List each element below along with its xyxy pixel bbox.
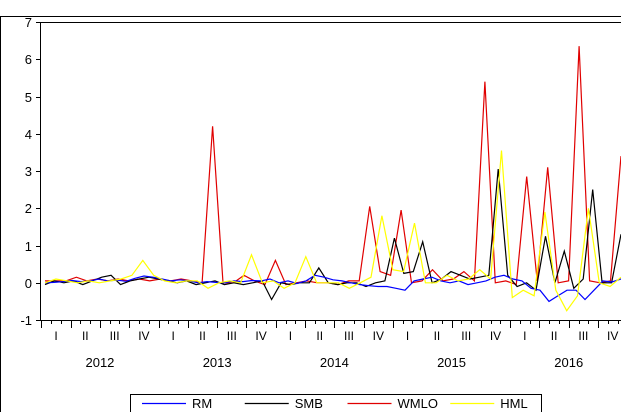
x-year-label: 2012 xyxy=(85,355,114,370)
y-tick-label: 6 xyxy=(25,52,32,67)
x-quarter-label: IV xyxy=(255,329,266,343)
legend-label-smb: SMB xyxy=(295,396,323,411)
y-tick-label: 7 xyxy=(25,15,32,30)
plot-frame xyxy=(41,23,621,321)
y-tick-label: 5 xyxy=(25,90,32,105)
y-tick-label: 2 xyxy=(25,201,32,216)
x-quarter-label: I xyxy=(289,329,292,343)
x-quarter-label: III xyxy=(461,329,471,343)
x-quarter-label: II xyxy=(434,329,441,343)
x-quarter-label: III xyxy=(110,329,120,343)
x-quarter-label: IV xyxy=(138,329,149,343)
y-tick-label: 0 xyxy=(25,276,32,291)
series-lines xyxy=(45,46,621,311)
x-quarter-label: IV xyxy=(490,329,501,343)
x-year-label: 2015 xyxy=(437,355,466,370)
x-quarter-label: III xyxy=(344,329,354,343)
x-quarter-label: I xyxy=(54,329,57,343)
legend: RM SMB WMLO HML xyxy=(131,395,542,413)
x-quarter-label: III xyxy=(578,329,588,343)
x-year-label: 2013 xyxy=(203,355,232,370)
x-quarter-label: IV xyxy=(373,329,384,343)
x-quarter-label: I xyxy=(523,329,526,343)
x-year-label: 2016 xyxy=(554,355,583,370)
series-line-hml xyxy=(45,151,621,311)
x-quarter-label: III xyxy=(227,329,237,343)
legend-label-wmlo: WMLO xyxy=(398,396,438,411)
x-quarter-label: I xyxy=(406,329,409,343)
y-tick-label: 4 xyxy=(25,127,32,142)
x-quarter-label: II xyxy=(316,329,323,343)
x-quarter-label: I xyxy=(172,329,175,343)
legend-label-rm: RM xyxy=(192,396,212,411)
x-quarter-label: IV xyxy=(607,329,618,343)
x-quarter-label: II xyxy=(82,329,89,343)
x-quarter-label: II xyxy=(551,329,558,343)
y-tick-label: -1 xyxy=(20,313,32,328)
series-line-wmlo xyxy=(45,46,621,284)
x-year-label: 2014 xyxy=(320,355,349,370)
x-quarter-label: II xyxy=(199,329,206,343)
y-tick-label: 3 xyxy=(25,164,32,179)
y-tick-label: 1 xyxy=(25,239,32,254)
legend-label-hml: HML xyxy=(500,396,527,411)
